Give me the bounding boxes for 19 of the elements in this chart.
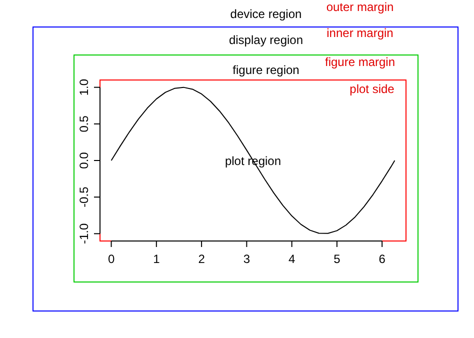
text: outer margin	[326, 0, 394, 14]
text: inner margin	[326, 26, 394, 40]
y-tick-label: 1.0	[77, 78, 91, 96]
x-tick-label: 0	[108, 252, 115, 266]
x-tick-label: 6	[378, 252, 386, 266]
x-tick-label: 2	[198, 252, 206, 266]
y-tick-label: -0.5	[77, 186, 91, 208]
text: figure region	[232, 63, 300, 77]
text: figure margin	[324, 55, 396, 69]
x-tick-label: 1	[153, 252, 160, 266]
y-tick-label: 0.5	[77, 115, 91, 132]
x-tick-label: 3	[243, 252, 250, 266]
text: device region	[230, 7, 302, 21]
text: display region	[228, 33, 304, 47]
x-tick-label: 5	[334, 252, 341, 266]
x-tick-label: 4	[288, 252, 296, 266]
annotation: plot side	[350, 82, 395, 96]
y-tick-label: 0.0	[77, 152, 91, 169]
y-tick-label: -1.0	[77, 223, 91, 244]
